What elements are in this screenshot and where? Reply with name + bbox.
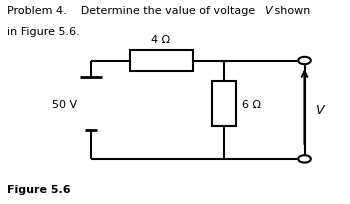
Text: V: V <box>264 6 272 16</box>
Text: 50 V: 50 V <box>52 99 77 109</box>
Bar <box>130 51 192 71</box>
Circle shape <box>298 58 311 65</box>
Text: 6 Ω: 6 Ω <box>241 99 260 109</box>
Text: 4 Ω: 4 Ω <box>152 35 170 45</box>
Circle shape <box>298 155 311 163</box>
Text: Figure 5.6: Figure 5.6 <box>7 184 71 194</box>
Text: shown: shown <box>271 6 310 16</box>
Text: V: V <box>315 104 323 117</box>
Text: in Figure 5.6.: in Figure 5.6. <box>7 27 80 37</box>
Bar <box>212 82 236 126</box>
Text: Problem 4.    Determine the value of voltage: Problem 4. Determine the value of voltag… <box>7 6 259 16</box>
